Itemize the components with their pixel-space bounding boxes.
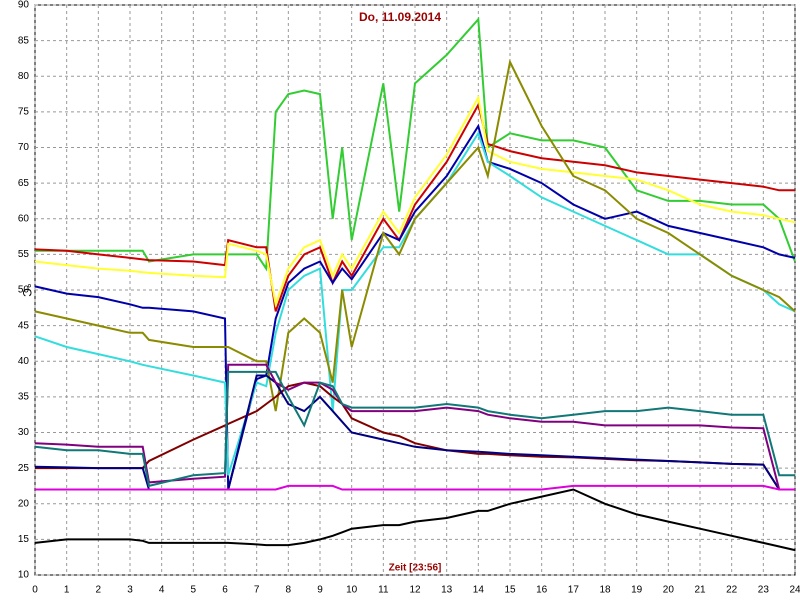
y-tick-label: 40 [18, 356, 30, 367]
y-tick-label: 80 [18, 71, 30, 82]
x-tick-label: 0 [32, 585, 38, 596]
x-tick-label: 21 [694, 585, 706, 596]
y-tick-label: 75 [18, 107, 30, 118]
x-tick-label: 13 [441, 585, 453, 596]
series-line [35, 16, 796, 272]
y-tick-label: 35 [18, 392, 30, 403]
x-tick-label: 14 [473, 585, 485, 596]
x-tick-label: 19 [631, 585, 643, 596]
x-tick-label: 15 [504, 585, 516, 596]
y-tick-label: 45 [18, 320, 30, 331]
series-line [34, 102, 795, 312]
y-tick-label: 10 [18, 570, 30, 581]
x-tick-label: 4 [159, 585, 165, 596]
x-tick-label: 3 [127, 585, 133, 596]
y-tick-label: 70 [18, 142, 30, 153]
x-tick-label: 11 [378, 585, 389, 596]
y-tick-label: 85 [18, 35, 30, 46]
x-tick-label: 23 [758, 585, 770, 596]
y-tick-label: 30 [18, 427, 30, 438]
series-line [34, 363, 795, 491]
series-line [34, 370, 795, 488]
x-tick-label: 9 [317, 585, 323, 596]
series-line [34, 488, 796, 552]
x-tick-label: 20 [663, 585, 675, 596]
x-tick-label: 2 [96, 585, 102, 596]
x-tick-label: 5 [191, 585, 197, 596]
y-tick-label: 65 [18, 178, 30, 189]
chart-title: Do, 11.09.2014 [359, 10, 441, 24]
x-tick-label: 17 [568, 585, 580, 596]
y-tick-label: 25 [18, 463, 30, 474]
x-tick-label: 12 [409, 585, 421, 596]
y-tick-label: 50 [18, 285, 30, 296]
x-tick-label: 6 [222, 585, 228, 596]
y-tick-label: 15 [18, 534, 30, 545]
x-tick-label: 1 [64, 585, 70, 596]
series-line [35, 484, 795, 491]
series-line [34, 58, 796, 412]
series-line [34, 130, 796, 476]
y-tick-label: 90 [18, 0, 30, 11]
y-tick-label: 60 [18, 213, 30, 224]
x-tick-label: 10 [346, 585, 358, 596]
x-tick-label: 22 [726, 585, 738, 596]
y-tick-label: 55 [18, 249, 30, 260]
x-tick-label: 16 [536, 585, 548, 596]
x-axis-label: Zeit [23:56] [389, 563, 442, 574]
x-tick-label: 24 [789, 585, 800, 596]
x-tick-label: 8 [286, 585, 292, 596]
series-line [34, 94, 796, 309]
y-tick-label: 20 [18, 498, 30, 509]
x-tick-label: 7 [254, 585, 260, 596]
series-line [34, 123, 796, 490]
x-tick-label: 18 [599, 585, 611, 596]
y-axis-label: °C [20, 283, 34, 297]
